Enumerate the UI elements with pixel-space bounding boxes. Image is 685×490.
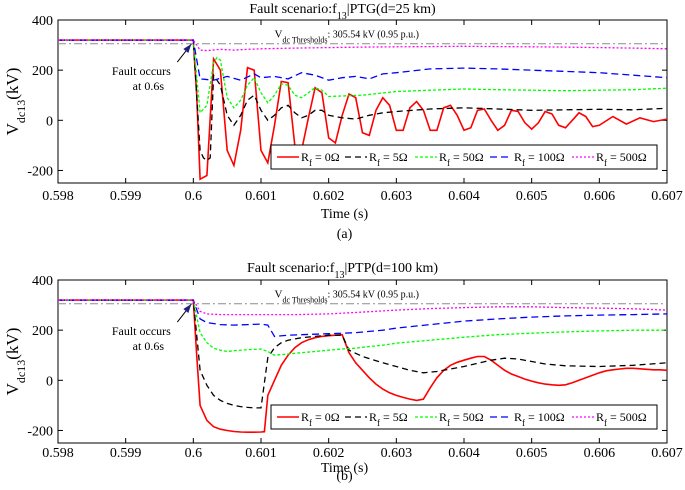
threshold-label: Vdc Thresholds: 305.54 kV (0.95 p.u.)	[275, 29, 419, 45]
y-tick-label: 0	[46, 374, 53, 389]
y-tick-label: 200	[32, 324, 53, 339]
series-line-3	[58, 299, 667, 356]
x-tick-label: 0.603	[381, 446, 413, 461]
y-tick-label: 0	[46, 114, 53, 129]
x-tick-label: 0.604	[448, 446, 480, 461]
threshold-label: Vdc Thresholds: 305.54 kV (0.95 p.u.)	[275, 289, 419, 305]
series-line-1	[58, 299, 667, 433]
x-tick-label: 0.602	[313, 189, 345, 204]
legend-label-2: Rf = 5Ω	[369, 150, 408, 168]
chart-title: Fault scenario:f13|PTG(d=25 km)	[249, 2, 436, 22]
x-tick-label: 0.599	[110, 446, 142, 461]
y-tick-label: -200	[27, 424, 53, 439]
annotation-line-1: Fault occurs	[112, 64, 171, 78]
series-line-4	[58, 299, 667, 338]
annotation-line-1: Fault occurs	[112, 324, 171, 338]
y-tick-label: 400	[32, 14, 53, 29]
x-tick-label: 0.598	[42, 189, 74, 204]
legend-label-1: Rf = 0Ω	[301, 410, 340, 428]
annotation-arrowhead	[183, 44, 192, 54]
x-tick-label: 0.607	[651, 446, 683, 461]
x-tick-label: 0.606	[584, 446, 616, 461]
legend-label-4: Rf = 100Ω	[514, 150, 565, 168]
x-tick-label: 0.599	[110, 189, 142, 204]
legend-label-4: Rf = 100Ω	[514, 410, 565, 428]
chart-panel-1: -200 0 200 400 0.598 0.599 0.6 0.601 0.602 0.603 0…	[3, 2, 683, 242]
series-group	[58, 39, 667, 181]
series-line-3	[58, 39, 667, 115]
x-tick-label: 0.603	[381, 189, 413, 204]
legend-label-1: Rf = 0Ω	[301, 150, 340, 168]
legend-label-2: Rf = 5Ω	[369, 410, 408, 428]
legend-label-5: Rf = 500Ω	[596, 410, 647, 428]
x-tick-label: 0.601	[245, 446, 277, 461]
annotation-line-2: at 0.6s	[133, 339, 165, 353]
series-group	[58, 299, 667, 433]
x-tick-label: 0.601	[245, 189, 277, 204]
series-line-2	[58, 299, 667, 409]
legend-label-3: Rf = 50Ω	[439, 410, 484, 428]
y-axis-label: Vdc13(kV)	[3, 328, 28, 396]
legend-label-3: Rf = 50Ω	[439, 150, 484, 168]
x-tick-label: 0.6	[185, 189, 203, 204]
x-tick-label: 0.607	[651, 189, 683, 204]
y-tick-label: 400	[32, 274, 53, 289]
series-line-4	[58, 39, 667, 81]
panel-label: (b)	[336, 469, 353, 484]
x-axis-label: Time (s)	[321, 461, 369, 476]
x-axis-label: Time (s)	[321, 207, 369, 222]
x-tick-label: 0.605	[516, 446, 548, 461]
y-axis-label: Vdc13(kV)	[3, 68, 28, 136]
series-line-2	[58, 39, 667, 162]
x-tick-label: 0.602	[313, 446, 345, 461]
annotation-arrowhead	[183, 304, 192, 314]
y-tick-label: 200	[32, 64, 53, 79]
annotation-line-2: at 0.6s	[133, 79, 165, 93]
x-tick-label: 0.604	[448, 189, 480, 204]
x-tick-label: 0.605	[516, 189, 548, 204]
series-line-1	[58, 39, 667, 181]
panel-label: (a)	[337, 227, 353, 242]
x-tick-label: 0.598	[42, 446, 74, 461]
chart-panel-2: -200 0 200 400 0.598 0.599 0.6 0.601 0.602 0.603 0…	[3, 261, 683, 484]
series-line-5	[58, 299, 667, 316]
x-tick-label: 0.6	[185, 446, 203, 461]
y-tick-label: -200	[27, 164, 53, 179]
x-tick-label: 0.606	[584, 189, 616, 204]
chart-title: Fault scenario:f13|PTP(d=100 km)	[247, 261, 438, 281]
legend-label-5: Rf = 500Ω	[596, 150, 647, 168]
series-line-5	[58, 39, 667, 52]
